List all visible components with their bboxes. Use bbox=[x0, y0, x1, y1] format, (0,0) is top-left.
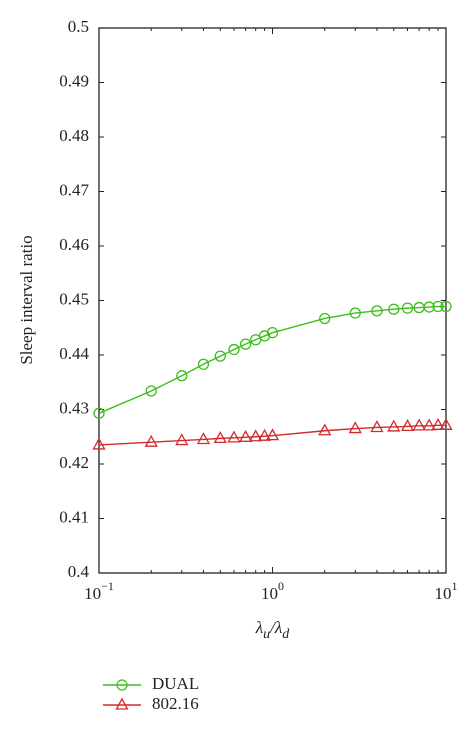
x-axis-label: λu/λd bbox=[255, 618, 290, 642]
point bbox=[144, 434, 158, 447]
x-tick-exponent: 0 bbox=[278, 579, 284, 593]
x-tick-exponent: 1 bbox=[452, 579, 458, 593]
y-tick-label: 0.43 bbox=[59, 398, 89, 417]
point bbox=[176, 370, 188, 382]
y-tick-label: 0.44 bbox=[59, 344, 89, 363]
y-tick-label: 0.48 bbox=[59, 126, 89, 145]
point bbox=[197, 358, 210, 370]
y-tick-label: 0.49 bbox=[59, 71, 89, 90]
y-tick-label: 0.47 bbox=[59, 180, 89, 199]
y-tick-label: 0.41 bbox=[59, 507, 89, 526]
x-tick-exponent: −1 bbox=[101, 579, 114, 593]
point bbox=[401, 302, 414, 314]
point bbox=[387, 419, 401, 432]
legend-marker bbox=[116, 679, 128, 691]
point bbox=[431, 417, 445, 430]
point bbox=[228, 343, 240, 356]
x-label-part: /λ bbox=[269, 618, 282, 637]
y-tick-label: 0.46 bbox=[59, 235, 89, 254]
plot-frame bbox=[98, 27, 447, 574]
y-axis-label: Sleep interval ratio bbox=[17, 235, 36, 364]
point bbox=[266, 327, 279, 339]
x-tick-base: 10 bbox=[435, 584, 452, 603]
x-label-subscript: u bbox=[263, 627, 270, 642]
y-tick-label: 0.45 bbox=[59, 289, 89, 308]
point bbox=[239, 429, 253, 442]
point bbox=[319, 312, 331, 325]
y-tick-label: 0.5 bbox=[68, 17, 89, 36]
point bbox=[349, 307, 361, 319]
point bbox=[213, 431, 227, 444]
y-tick-label: 0.42 bbox=[59, 453, 89, 472]
point bbox=[370, 420, 384, 433]
point bbox=[432, 300, 444, 313]
x-tick-label: 10−1 bbox=[84, 579, 114, 603]
point bbox=[257, 428, 272, 441]
point bbox=[422, 418, 436, 431]
legend-label: 802.16 bbox=[152, 694, 199, 713]
point bbox=[227, 430, 241, 443]
point bbox=[318, 423, 332, 436]
x-tick-base: 10 bbox=[84, 584, 101, 603]
point bbox=[239, 338, 252, 350]
point bbox=[93, 407, 105, 419]
point bbox=[175, 433, 189, 446]
x-tick-label: 100 bbox=[261, 579, 284, 603]
legend-label: DUAL bbox=[152, 674, 199, 693]
series-line bbox=[98, 305, 446, 414]
point bbox=[440, 300, 452, 313]
x-label-subscript: d bbox=[282, 627, 290, 642]
point bbox=[265, 428, 280, 441]
point bbox=[92, 437, 106, 450]
point bbox=[214, 350, 226, 362]
x-tick-base: 10 bbox=[261, 584, 278, 603]
point bbox=[145, 385, 157, 397]
series-line bbox=[98, 424, 446, 446]
x-label-part: λ bbox=[255, 618, 263, 637]
point bbox=[439, 417, 453, 430]
point bbox=[196, 432, 211, 445]
point bbox=[249, 429, 263, 442]
point bbox=[348, 421, 362, 434]
x-tick-label: 101 bbox=[435, 579, 458, 603]
point bbox=[400, 419, 415, 432]
point bbox=[371, 305, 383, 317]
point bbox=[412, 418, 426, 431]
legend-marker bbox=[115, 697, 129, 710]
point bbox=[423, 301, 435, 313]
point bbox=[388, 303, 400, 315]
y-tick-label: 0.4 bbox=[68, 562, 90, 581]
